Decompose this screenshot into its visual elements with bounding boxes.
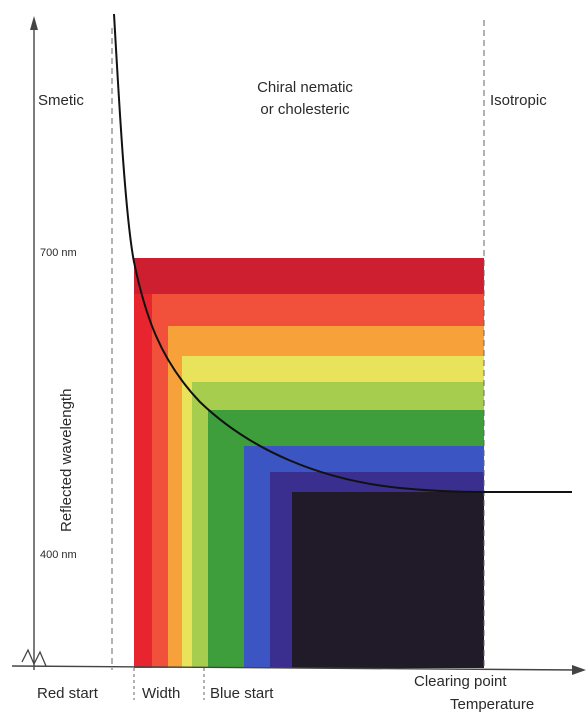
tick-700nm: 700 nm	[40, 247, 77, 259]
width-label: Width	[142, 685, 181, 702]
spectrum-bands	[134, 258, 484, 668]
cholesteric-label: or cholesteric	[260, 101, 350, 118]
isotropic-label: Isotropic	[490, 92, 547, 109]
band-dark	[292, 492, 484, 668]
pitch-curve	[113, 13, 572, 493]
y-axis-label: Reflected wavelength	[58, 388, 75, 532]
chiral-nematic-label: Chiral nematic	[257, 79, 353, 96]
x-axis	[11, 665, 579, 671]
band-dark-red	[134, 258, 484, 294]
smectic-label: Smetic	[38, 92, 84, 109]
axis-break-icon	[21, 648, 47, 667]
red-start-label: Red start	[37, 685, 98, 702]
y-axis-arrow	[30, 16, 38, 30]
x-axis-arrow	[572, 665, 586, 675]
temperature-label: Temperature	[450, 696, 535, 713]
tick-400nm: 400 nm	[40, 549, 77, 561]
clearing-point-label: Clearing point	[414, 673, 507, 690]
blue-start-label: Blue start	[210, 685, 274, 702]
